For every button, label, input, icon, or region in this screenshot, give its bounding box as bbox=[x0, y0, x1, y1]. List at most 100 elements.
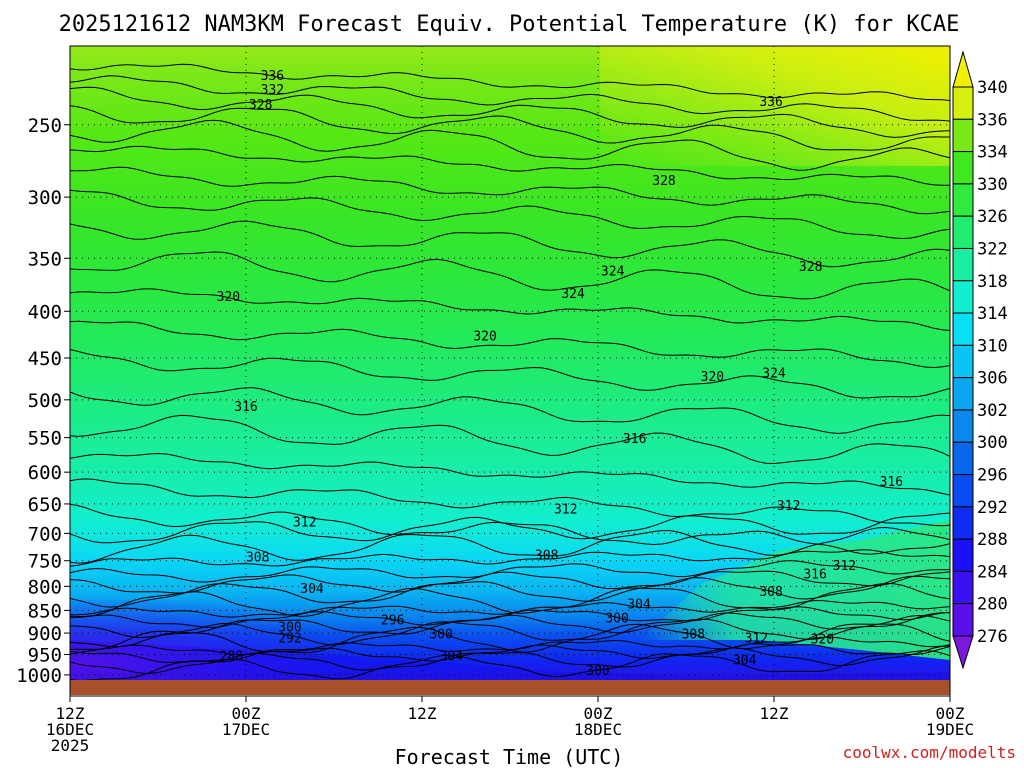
colorbar-tick-label: 340 bbox=[977, 78, 1008, 98]
contour-label-text: 320 bbox=[701, 370, 724, 385]
contour-line bbox=[70, 288, 950, 331]
contour-label-text: 320 bbox=[811, 633, 834, 648]
time-tick-label: 18DEC bbox=[574, 720, 622, 739]
colorbar-tick-label: 322 bbox=[977, 239, 1008, 259]
contour-label-text: 312 bbox=[293, 515, 316, 530]
colorbar-swatch bbox=[952, 118, 974, 153]
pressure-tick-label: 350 bbox=[28, 248, 62, 270]
contour-label: 316 bbox=[803, 568, 826, 583]
contour-line bbox=[70, 105, 950, 151]
contour-label: 300 bbox=[586, 664, 609, 679]
contour-line bbox=[70, 503, 950, 555]
pressure-tick-label: 1000 bbox=[16, 665, 62, 687]
contour-label-text: 316 bbox=[234, 400, 257, 415]
contour-line bbox=[70, 320, 950, 369]
contour-label: 304 bbox=[300, 582, 324, 597]
contour-label-text: 292 bbox=[278, 631, 301, 646]
contour-label: 328 bbox=[799, 260, 822, 275]
contour-label: 312 bbox=[777, 499, 800, 514]
lowlevel-cold-core bbox=[70, 600, 390, 680]
pressure-tick-label: 450 bbox=[28, 348, 62, 370]
contour-label-text: 328 bbox=[652, 174, 675, 189]
contour-line bbox=[70, 166, 950, 215]
contour-line bbox=[70, 189, 950, 240]
contour-label: 304 bbox=[440, 650, 464, 665]
pressure-tick-label: 250 bbox=[28, 115, 62, 137]
colorbar-tick-label: 318 bbox=[977, 272, 1008, 292]
contour-label-text: 328 bbox=[249, 98, 272, 113]
contour-label: 332 bbox=[261, 83, 284, 98]
contour-label: 292 bbox=[278, 631, 301, 646]
contour-label: 324 bbox=[561, 287, 585, 302]
pressure-tick-label: 950 bbox=[28, 645, 62, 667]
contour-line bbox=[70, 645, 950, 674]
contour-label-text: 336 bbox=[759, 95, 782, 110]
chart-title: 2025121612 NAM3KM Forecast Equiv. Potent… bbox=[59, 12, 960, 37]
contour-line bbox=[70, 414, 950, 465]
contour-label-text: 324 bbox=[601, 265, 625, 280]
colorbar-tick-label: 302 bbox=[977, 401, 1008, 421]
contour-line bbox=[70, 251, 950, 300]
pressure-tick-label: 600 bbox=[28, 462, 62, 484]
contour-label: 328 bbox=[249, 98, 272, 113]
contour-label-text: 308 bbox=[682, 627, 705, 642]
time-tick-label: 17DEC bbox=[222, 720, 270, 739]
contour-label: 312 bbox=[745, 631, 768, 646]
contour-line bbox=[70, 478, 950, 527]
contour-line bbox=[70, 575, 950, 608]
contour-label: 312 bbox=[833, 559, 856, 574]
contour-label: 296 bbox=[381, 614, 404, 629]
pressure-tick-label: 500 bbox=[28, 390, 62, 412]
colorbar-swatch bbox=[952, 409, 974, 443]
contour-line bbox=[70, 119, 950, 171]
contour-label: 312 bbox=[554, 502, 577, 517]
contour-label-text: 296 bbox=[381, 614, 404, 629]
contour-label: 300 bbox=[429, 627, 452, 642]
colorbar-swatch bbox=[952, 312, 974, 346]
colorbar-tick-label: 280 bbox=[977, 595, 1008, 615]
pressure-tick-label: 750 bbox=[28, 551, 62, 573]
contour-line bbox=[70, 549, 950, 567]
contour-label-text: 304 bbox=[300, 582, 324, 597]
contour-line bbox=[70, 86, 950, 138]
contour-label: 304 bbox=[627, 597, 651, 612]
contour-label: 308 bbox=[759, 585, 782, 600]
grid-lines bbox=[70, 46, 950, 680]
colorbar-swatch bbox=[952, 247, 974, 282]
pressure-tick-label: 850 bbox=[28, 600, 62, 622]
contour-label: 328 bbox=[652, 174, 675, 189]
contour-line bbox=[70, 512, 950, 544]
colorbar-tick-label: 334 bbox=[977, 143, 1008, 163]
colorbar: 276 280 284 288 292 296 300 302 306 310 314 318 322 3… bbox=[952, 50, 1008, 670]
contour-label: 336 bbox=[261, 69, 284, 84]
contour-label-text: 312 bbox=[833, 559, 856, 574]
colorbar-tick-label: 306 bbox=[977, 369, 1008, 389]
colorbar-swatch bbox=[952, 183, 974, 217]
contour-label: 320 bbox=[473, 329, 496, 344]
time-tick-label: 00Z bbox=[584, 704, 613, 723]
contour-label: 320 bbox=[701, 370, 724, 385]
colorbar-tick-label: 330 bbox=[977, 175, 1008, 195]
time-tick-label: 12Z bbox=[760, 704, 789, 723]
colorbar-tick-label: 284 bbox=[977, 562, 1008, 582]
contour-label-text: 300 bbox=[605, 612, 628, 627]
contour-label-text: 304 bbox=[440, 650, 464, 665]
contour-label-text: 324 bbox=[762, 367, 786, 382]
colorbar-tick-label: 276 bbox=[977, 627, 1008, 647]
contour-label: 308 bbox=[246, 551, 269, 566]
contour-label-text: 316 bbox=[880, 475, 903, 490]
contour-label-text: 312 bbox=[554, 502, 577, 517]
contour-label-text: 328 bbox=[799, 260, 822, 275]
contour-label-text: 300 bbox=[278, 621, 301, 636]
contour-line bbox=[70, 387, 950, 434]
contour-line bbox=[70, 526, 950, 564]
colorbar-tick-label: 336 bbox=[977, 110, 1008, 130]
colorbar-swatch bbox=[952, 86, 974, 120]
contour-label-text: 304 bbox=[627, 597, 651, 612]
time-tick-label: 12Z bbox=[56, 704, 85, 723]
contour-line bbox=[70, 614, 950, 648]
contour-label-text: 300 bbox=[586, 664, 609, 679]
colorbar-swatch bbox=[952, 506, 974, 540]
